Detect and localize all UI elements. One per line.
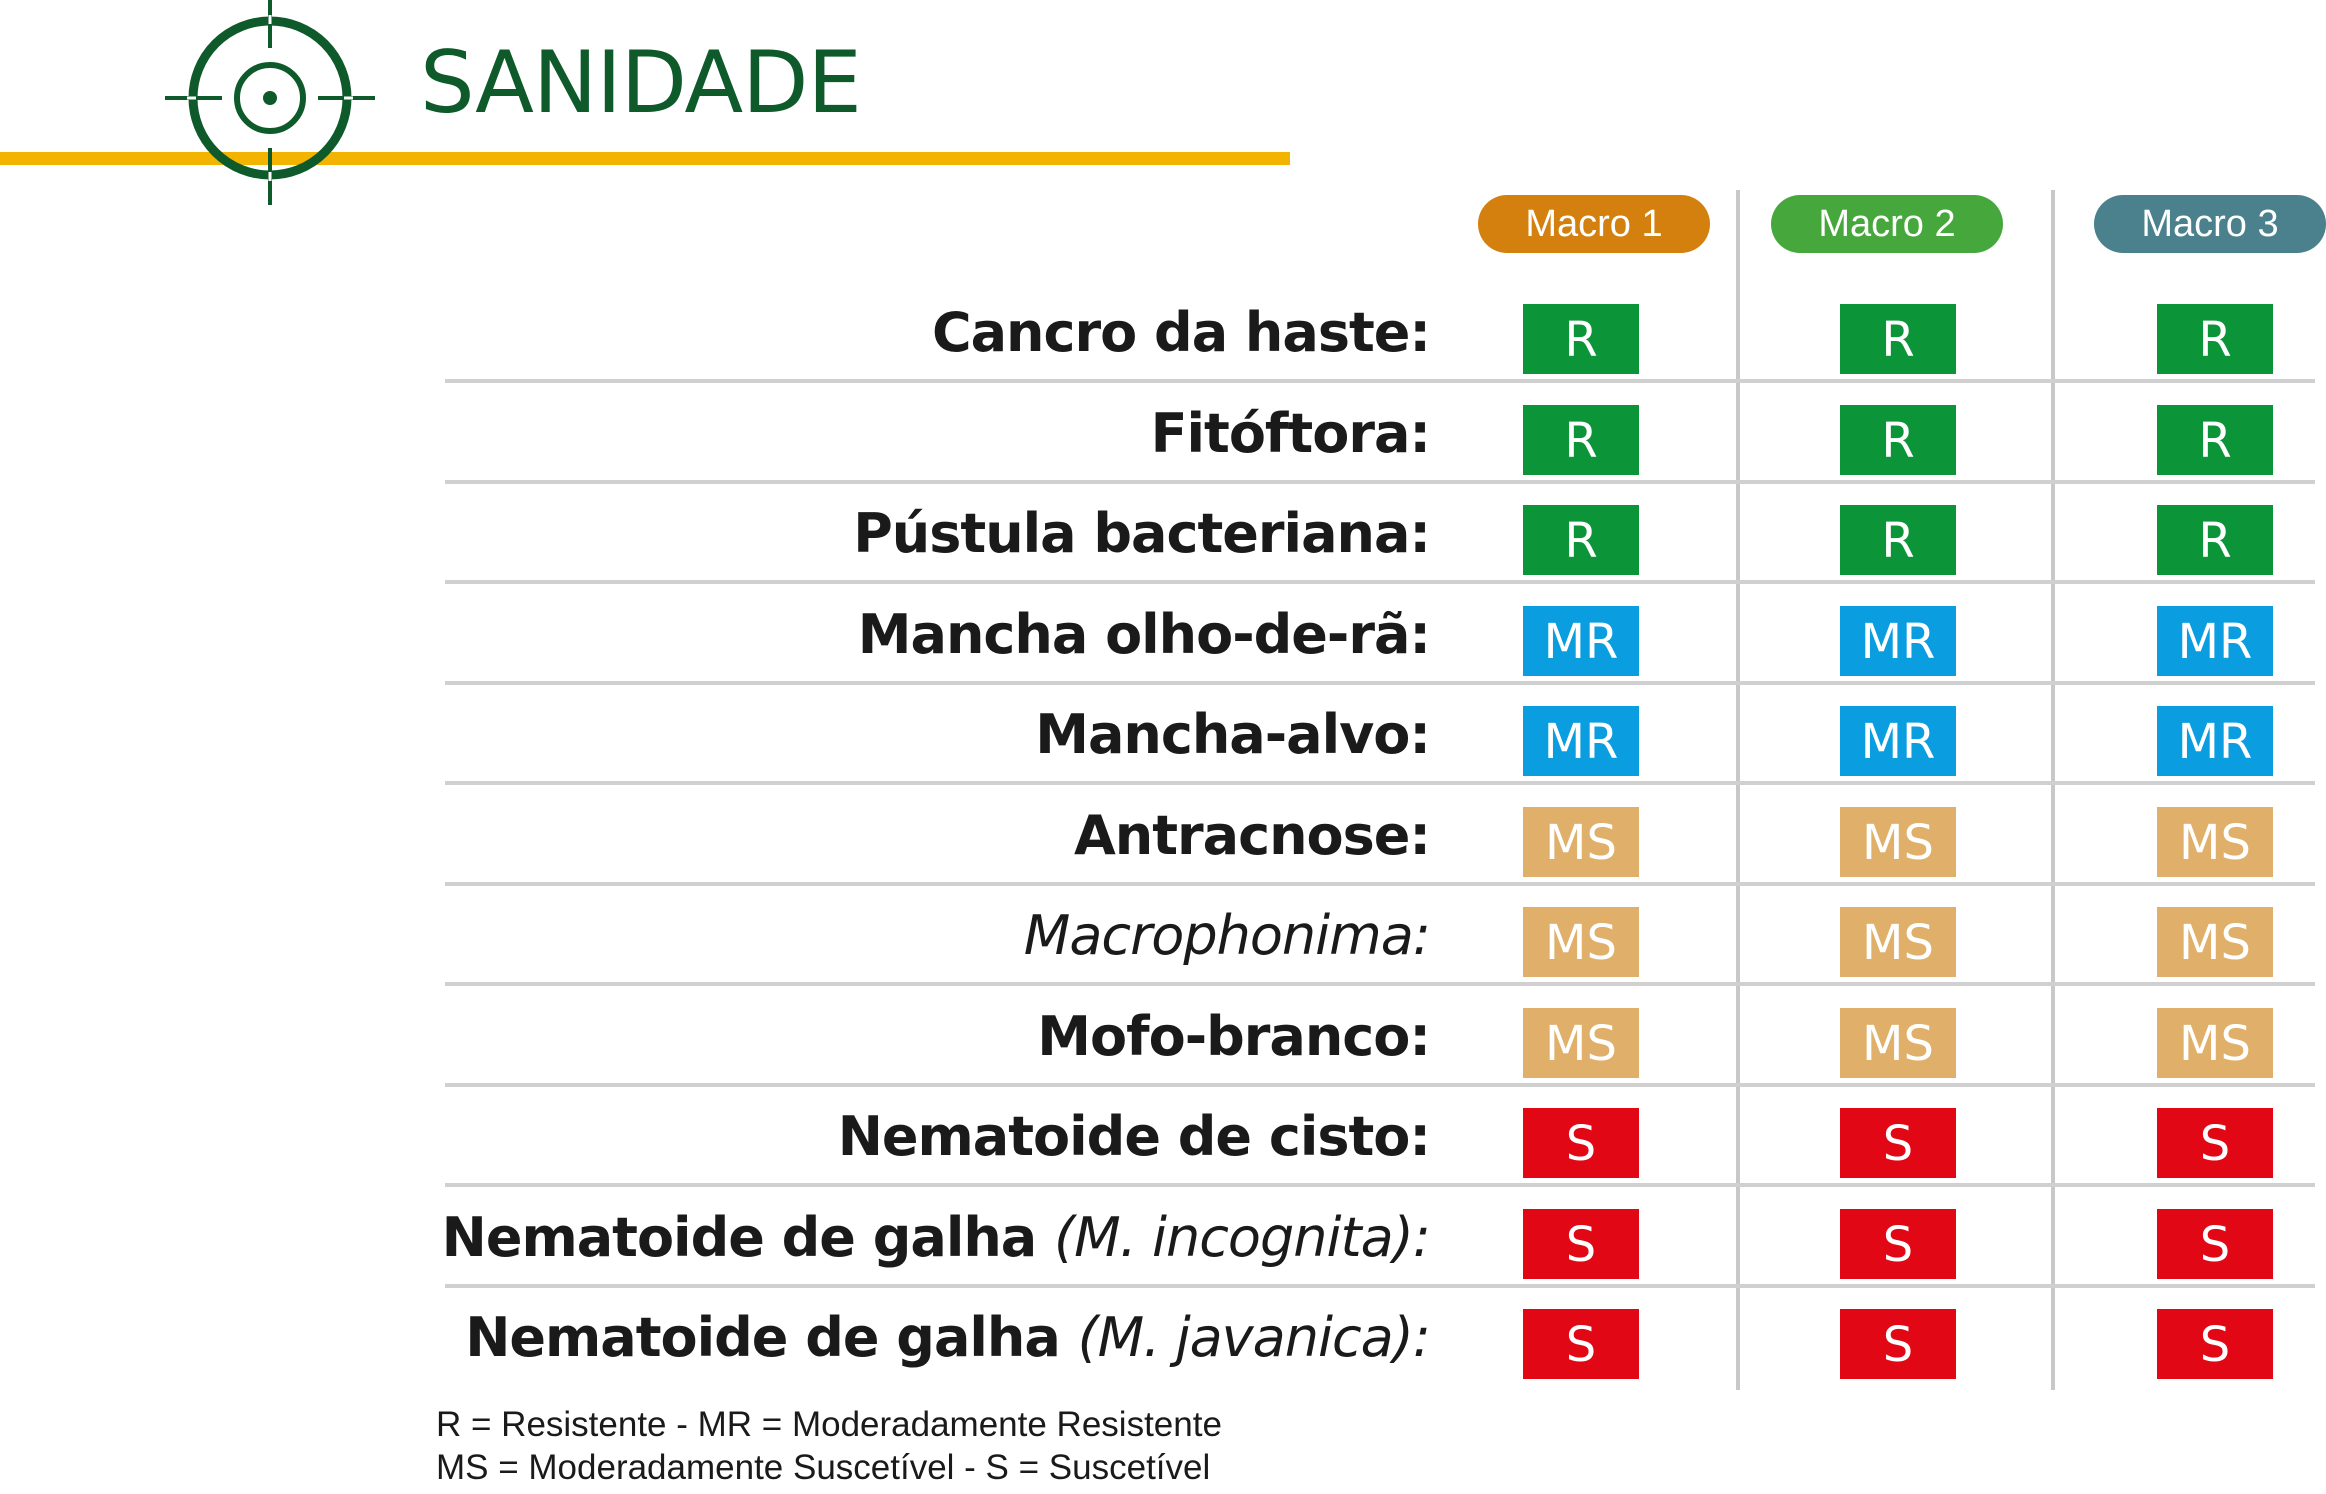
disease-name: Nematoide de cisto: xyxy=(837,1105,1431,1168)
rating-badge-macro-3: MS xyxy=(2157,907,2273,977)
legend-line-2: MS = Moderadamente Suscetível - S = Susc… xyxy=(436,1448,1211,1487)
column-header-macro-3: Macro 3 xyxy=(2094,195,2326,253)
rating-badge-macro-2: R xyxy=(1840,304,1956,374)
rating-badge-macro-1: MS xyxy=(1523,907,1639,977)
row-divider xyxy=(445,580,2315,584)
row-divider xyxy=(445,1283,2315,1288)
table-row: Mancha olho-de-rã: MR MR MR xyxy=(445,585,2315,685)
table-row: Pústula bacteriana: R R R xyxy=(445,484,2315,584)
column-divider xyxy=(2051,190,2055,1390)
disease-label: Cancro da haste: xyxy=(931,283,1431,383)
rating-badge-macro-1: MR xyxy=(1523,605,1639,676)
table-row: Nematoide de galha (M. incognita): S S S xyxy=(441,1188,2315,1288)
table-row: Antracnose: MS MS MS xyxy=(445,786,2315,886)
column-header-macro-1: Macro 1 xyxy=(1478,195,1710,253)
table-row: Nematoide de galha (M. javanica): S S S xyxy=(445,1288,2315,1388)
disease-label: Macrophonima: xyxy=(1023,886,1431,986)
legend-line-1: R = Resistente - MR = Moderadamente Resi… xyxy=(436,1405,1222,1444)
rating-badge-macro-3: MR xyxy=(2157,706,2273,776)
rating-badge-macro-2: MS xyxy=(1840,907,1956,977)
rating-badge-macro-2: MR xyxy=(1840,706,1956,776)
disease-scientific-name: (M. javanica): xyxy=(1077,1306,1431,1369)
row-divider xyxy=(445,881,2315,886)
rating-badge-macro-1: S xyxy=(1523,1108,1639,1178)
disease-name: Nematoide de galha xyxy=(441,1205,1055,1269)
row-divider xyxy=(445,781,2315,785)
row-divider xyxy=(445,479,2315,484)
rating-badge-macro-2: R xyxy=(1840,505,1956,575)
disease-name: Antracnose: xyxy=(1073,803,1431,867)
table-row: Fitóftora: R R R xyxy=(445,384,2315,484)
disease-label: Antracnose: xyxy=(1073,786,1431,886)
disease-name: Cancro da haste: xyxy=(931,301,1431,364)
rating-badge-macro-3: S xyxy=(2157,1309,2273,1379)
rating-badge-macro-2: MS xyxy=(1840,806,1956,877)
disease-label: Mofo-branco: xyxy=(1037,987,1431,1087)
rating-badge-macro-1: MS xyxy=(1523,1007,1639,1078)
rating-badge-macro-3: S xyxy=(2157,1108,2273,1178)
rating-badge-macro-3: MR xyxy=(2157,605,2273,676)
rating-badge-macro-1: MS xyxy=(1523,806,1639,877)
disease-name: Mofo-branco: xyxy=(1037,1004,1431,1068)
disease-name: Pústula bacteriana: xyxy=(853,502,1431,565)
rating-badge-macro-2: S xyxy=(1840,1208,1956,1279)
rating-badge-macro-2: MR xyxy=(1840,605,1956,676)
table-row: Cancro da haste: R R R xyxy=(445,283,2315,383)
rating-badge-macro-2: MS xyxy=(1840,1007,1956,1078)
disease-label: Mancha-alvo: xyxy=(1035,685,1431,785)
column-divider xyxy=(1736,190,1740,1390)
disease-label: Mancha olho-de-rã: xyxy=(857,585,1431,685)
disease-label: Nematoide de galha (M. incognita): xyxy=(441,1188,1431,1288)
rating-badge-macro-3: S xyxy=(2157,1208,2273,1279)
disease-label: Pústula bacteriana: xyxy=(853,484,1431,584)
target-crosshair-icon xyxy=(165,0,375,205)
table-row: Mancha-alvo: MR MR MR xyxy=(445,685,2315,785)
rating-badge-macro-3: MS xyxy=(2157,1007,2273,1078)
row-divider xyxy=(445,379,2315,383)
rating-badge-macro-1: S xyxy=(1523,1208,1639,1279)
rating-badge-macro-3: R xyxy=(2157,404,2273,475)
disease-label: Fitóftora: xyxy=(1150,384,1431,484)
disease-label: Nematoide de galha (M. javanica): xyxy=(465,1288,1431,1388)
rating-badge-macro-3: R xyxy=(2157,304,2273,374)
disease-name: Mancha olho-de-rã: xyxy=(857,602,1431,666)
disease-scientific-name: (M. incognita): xyxy=(1054,1205,1431,1269)
disease-name: Fitóftora: xyxy=(1150,401,1431,465)
table-row: Macrophonima: MS MS MS xyxy=(445,886,2315,986)
rating-badge-macro-1: R xyxy=(1523,304,1639,374)
rating-badge-macro-1: S xyxy=(1523,1309,1639,1379)
disease-label: Nematoide de cisto: xyxy=(837,1087,1431,1187)
rating-badge-macro-1: MR xyxy=(1523,706,1639,776)
column-header-macro-2: Macro 2 xyxy=(1771,195,2003,253)
row-divider xyxy=(445,1082,2315,1087)
disease-scientific-name: Macrophonima: xyxy=(1023,904,1431,967)
row-divider xyxy=(445,680,2315,685)
rating-badge-macro-2: S xyxy=(1840,1309,1956,1379)
row-divider xyxy=(445,1183,2315,1187)
disease-name: Nematoide de galha xyxy=(465,1306,1078,1369)
rating-badge-macro-2: S xyxy=(1840,1108,1956,1178)
table-row: Mofo-branco: MS MS MS xyxy=(445,987,2315,1087)
rating-badge-macro-1: R xyxy=(1523,404,1639,475)
rating-badge-macro-3: R xyxy=(2157,505,2273,575)
rating-badge-macro-3: MS xyxy=(2157,806,2273,877)
table-row: Nematoide de cisto: S S S xyxy=(445,1087,2315,1187)
row-divider xyxy=(445,982,2315,986)
page-title: SANIDADE xyxy=(420,33,862,133)
rating-badge-macro-1: R xyxy=(1523,505,1639,575)
rating-badge-macro-2: R xyxy=(1840,404,1956,475)
disease-name: Mancha-alvo: xyxy=(1035,703,1431,766)
